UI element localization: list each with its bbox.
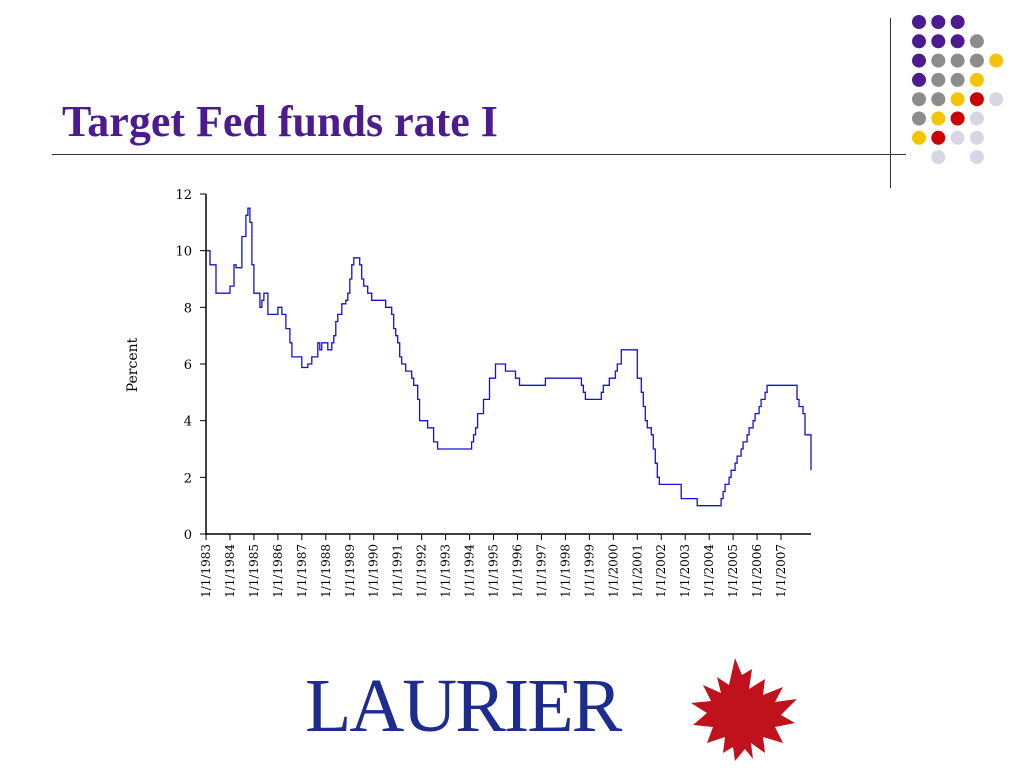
- x-tick-label: 1/1/1997: [534, 544, 548, 598]
- decor-dot: [912, 130, 926, 145]
- decor-dot: [912, 34, 926, 49]
- x-tick-label: 1/1/1996: [510, 544, 524, 598]
- corner-divider: [890, 18, 891, 188]
- decor-dot: [950, 34, 965, 49]
- x-tick-label: 1/1/2006: [750, 544, 764, 598]
- decor-dot: [969, 53, 984, 68]
- y-tick-label: 4: [184, 415, 192, 430]
- decor-dot: [931, 15, 946, 29]
- x-tick-label: 1/1/1995: [487, 544, 501, 598]
- decor-dot: [931, 34, 946, 49]
- x-tick-label: 1/1/1984: [223, 544, 237, 598]
- decor-dot: [989, 53, 1004, 68]
- laurier-wordmark: LAURIER: [305, 664, 622, 748]
- decorative-dot-grid: [912, 15, 1004, 165]
- decor-dot: [912, 72, 926, 87]
- x-tick-label: 1/1/1990: [367, 544, 381, 598]
- x-tick-label: 1/1/2007: [774, 544, 788, 598]
- x-tick-label: 1/1/1999: [582, 544, 596, 598]
- decor-dot: [931, 150, 946, 165]
- x-tick-label: 1/1/1986: [271, 544, 285, 598]
- title-divider: [52, 154, 906, 155]
- decor-dot: [912, 111, 926, 126]
- maple-leaf-icon: [691, 658, 797, 761]
- x-tick-label: 1/1/2001: [630, 544, 644, 598]
- decor-dot: [989, 92, 1004, 107]
- decor-dot: [950, 72, 965, 87]
- decor-dot: [912, 92, 926, 107]
- decor-dot: [931, 111, 946, 126]
- decor-dot: [969, 150, 984, 165]
- y-tick-label: 12: [175, 188, 192, 203]
- x-tick-label: 1/1/2003: [678, 544, 692, 598]
- decor-dot: [950, 92, 965, 107]
- decor-dot: [950, 130, 965, 145]
- page-title: Target Fed funds rate I: [62, 97, 498, 146]
- y-tick-label: 6: [184, 358, 192, 373]
- laurier-logo: [691, 658, 797, 761]
- series-line: [206, 207, 812, 507]
- decor-dot: [969, 34, 984, 49]
- y-tick-label: 2: [184, 471, 192, 486]
- decor-dot: [950, 111, 965, 126]
- decor-dot: [969, 130, 984, 145]
- x-tick-label: 1/1/2005: [726, 544, 740, 598]
- decor-dot: [969, 92, 984, 107]
- y-tick-label: 10: [175, 245, 192, 260]
- x-tick-label: 1/1/1988: [319, 544, 333, 598]
- x-tick-label: 1/1/1991: [391, 544, 405, 598]
- decor-dot: [931, 92, 946, 107]
- x-tick-label: 1/1/1998: [558, 544, 572, 598]
- x-tick-label: 1/1/1994: [463, 544, 477, 598]
- decor-dot: [969, 111, 984, 126]
- x-tick-label: 1/1/2002: [654, 544, 668, 598]
- x-tick-label: 1/1/1983: [199, 544, 213, 598]
- decor-dot: [912, 53, 926, 68]
- decor-dot: [950, 15, 965, 29]
- decor-dot: [931, 72, 946, 87]
- x-tick-label: 1/1/1985: [247, 544, 261, 598]
- decor-dot: [931, 130, 946, 145]
- decor-dot: [969, 72, 984, 87]
- x-tick-label: 1/1/1989: [343, 544, 357, 598]
- fed-funds-chart: Percent 0 2 4 6 8 10 12 1/1/1983 1/1/1984 1/1/198…: [125, 188, 812, 598]
- y-tick-label: 0: [184, 528, 192, 543]
- y-tick-label: 8: [184, 301, 192, 316]
- y-axis-label: Percent: [125, 337, 141, 392]
- x-tick-label: 1/1/1992: [415, 544, 429, 598]
- decor-dot: [931, 53, 946, 68]
- x-tick-label: 1/1/2000: [606, 544, 620, 598]
- x-tick-label: 1/1/1987: [295, 544, 309, 598]
- x-tick-label: 1/1/1993: [439, 544, 453, 598]
- decor-dot: [912, 15, 926, 29]
- decor-dot: [950, 53, 965, 68]
- x-tick-label: 1/1/2004: [702, 544, 716, 598]
